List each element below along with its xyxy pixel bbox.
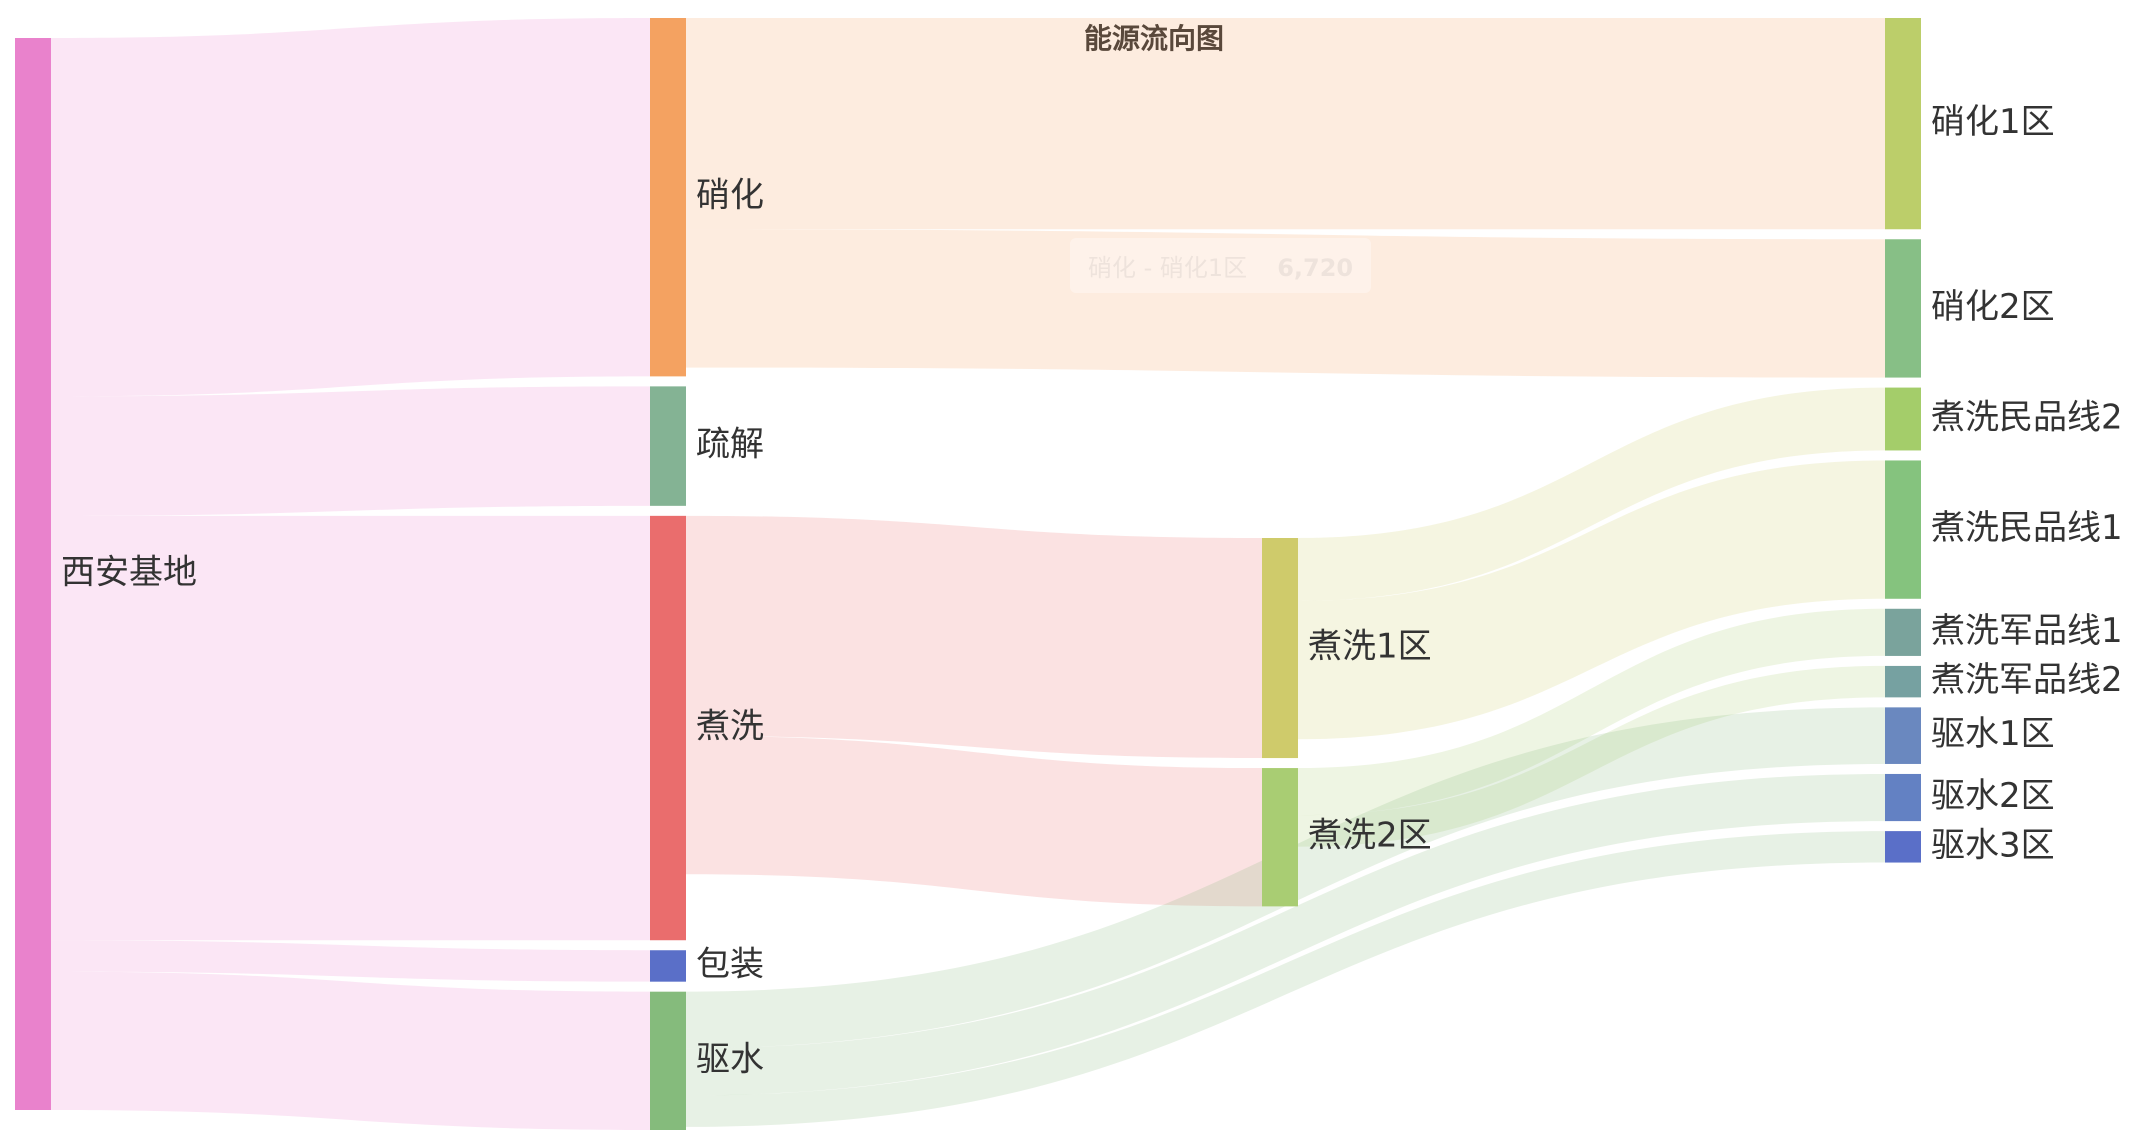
tooltip-value: 6,720: [1277, 254, 1354, 282]
node-硝化1区[interactable]: [1885, 18, 1921, 230]
chart-title: 能源流向图: [1084, 22, 1224, 55]
tooltip: 硝化 - 硝化1区 6,720: [1070, 238, 1372, 293]
node-包装[interactable]: [650, 950, 686, 982]
node-label-包装: 包装: [696, 944, 764, 984]
link-煮洗2区-煮洗军品线2[interactable]: [1298, 665, 1885, 847]
link-煮洗2区-煮洗军品线1[interactable]: [1298, 608, 1885, 816]
node-驱水3区[interactable]: [1885, 831, 1921, 863]
node-label-驱水3区: 驱水3区: [1931, 825, 2055, 865]
link-煮洗1区-煮洗民品线1[interactable]: [1298, 460, 1885, 740]
node-煮洗2区[interactable]: [1262, 768, 1298, 907]
node-煮洗民品线2[interactable]: [1885, 387, 1921, 451]
node-label-硝化1区: 硝化1区: [1931, 102, 2055, 142]
node-label-驱水2区: 驱水2区: [1931, 776, 2055, 816]
node-label-煮洗民品线2: 煮洗民品线2: [1931, 398, 2123, 438]
node-煮洗[interactable]: [650, 515, 686, 941]
link-硝化-硝化2区[interactable]: [686, 229, 1885, 378]
node-label-煮洗军品线2: 煮洗军品线2: [1931, 660, 2123, 700]
link-煮洗-煮洗1区[interactable]: [686, 515, 1262, 759]
node-label-驱水: 驱水: [696, 1039, 764, 1079]
links-layer: [51, 18, 1885, 1130]
node-label-驱水1区: 驱水1区: [1931, 714, 2055, 754]
node-label-煮洗军品线1: 煮洗军品线1: [1931, 611, 2123, 651]
node-label-疏解: 疏解: [696, 425, 764, 465]
link-西安基地-驱水[interactable]: [51, 971, 650, 1130]
node-驱水2区[interactable]: [1885, 773, 1921, 822]
node-煮洗军品线2[interactable]: [1885, 665, 1921, 698]
node-煮洗1区[interactable]: [1262, 538, 1298, 759]
link-煮洗1区-煮洗民品线2[interactable]: [1298, 387, 1885, 601]
link-驱水-驱水2区[interactable]: [686, 773, 1885, 1096]
node-硝化2区[interactable]: [1885, 239, 1921, 378]
link-煮洗-煮洗2区[interactable]: [686, 735, 1262, 907]
node-西安基地[interactable]: [15, 38, 51, 1110]
link-西安基地-煮洗[interactable]: [51, 515, 650, 941]
link-西安基地-硝化[interactable]: [51, 18, 650, 397]
node-疏解[interactable]: [650, 386, 686, 506]
node-label-煮洗2区: 煮洗2区: [1308, 816, 1432, 856]
link-西安基地-疏解[interactable]: [51, 386, 650, 516]
node-label-硝化: 硝化: [696, 176, 764, 216]
node-驱水1区[interactable]: [1885, 707, 1921, 764]
link-西安基地-包装[interactable]: [51, 940, 650, 982]
node-煮洗军品线1[interactable]: [1885, 608, 1921, 656]
node-label-煮洗民品线1: 煮洗民品线1: [1931, 508, 2123, 548]
node-煮洗民品线1[interactable]: [1885, 460, 1921, 599]
link-硝化-硝化1区[interactable]: [686, 18, 1885, 230]
node-硝化[interactable]: [650, 18, 686, 377]
node-label-西安基地: 西安基地: [61, 553, 197, 593]
node-驱水[interactable]: [650, 991, 686, 1130]
link-驱水-驱水3区[interactable]: [686, 831, 1885, 1127]
node-label-煮洗: 煮洗: [696, 707, 764, 747]
node-label-煮洗1区: 煮洗1区: [1308, 627, 1432, 667]
node-label-硝化2区: 硝化2区: [1931, 287, 2055, 327]
tooltip-text: 硝化 - 硝化1区: [1088, 254, 1248, 282]
